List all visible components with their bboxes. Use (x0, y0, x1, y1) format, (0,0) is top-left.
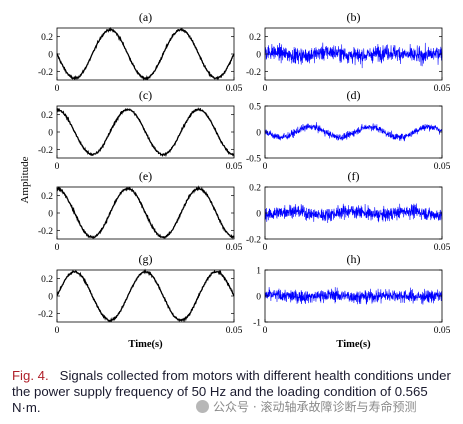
signal-line-f (264, 203, 443, 224)
y-tick-label-h: -1 (253, 319, 261, 329)
signal-line-g (56, 268, 235, 323)
x-tick-label-h: 0 (263, 326, 268, 336)
y-tick-label-e: 0 (48, 210, 53, 220)
y-tick-label-a: 0 (48, 51, 53, 61)
caption-text: Signals collected from motors with diffe… (12, 368, 451, 415)
x-tick-label-b: 0 (263, 84, 268, 94)
panel-title-h: (h) (347, 252, 361, 266)
y-tick-label-f: 0.2 (249, 184, 261, 194)
y-tick-label-g: 0.2 (41, 275, 53, 285)
watermark-text: 公众号 · 滚动轴承故障诊断与寿命预测 (213, 400, 417, 414)
x-tick-label-a: 0.05 (226, 84, 243, 94)
panel-title-b: (b) (347, 10, 361, 24)
x-tick-label-a: 0 (55, 84, 60, 94)
figure-caption: Fig. 4. Signals collected from motors wi… (12, 368, 458, 416)
signal-line-e (56, 185, 235, 239)
y-tick-label-e: 0.2 (41, 192, 53, 202)
y-tick-label-b: 0.2 (249, 33, 261, 43)
signal-line-c (56, 107, 235, 158)
x-tick-label-e: 0.05 (226, 243, 243, 253)
y-axis-label: Amplitude (19, 156, 31, 203)
y-tick-label-f: -0.2 (246, 236, 261, 246)
y-tick-label-c: -0.2 (38, 146, 53, 156)
y-tick-label-d: 0 (256, 129, 261, 139)
y-tick-label-d: 0.5 (249, 103, 261, 113)
y-tick-label-a: -0.2 (38, 68, 53, 78)
x-tick-label-g: 0.05 (226, 326, 243, 336)
x-tick-label-d: 0.05 (434, 162, 451, 172)
x-tick-label-g: 0 (55, 326, 60, 336)
wechat-icon (196, 400, 209, 413)
caption-label: Fig. 4. (12, 368, 49, 383)
signal-line-d (264, 122, 443, 142)
panel-title-c: (c) (139, 88, 152, 102)
x-tick-label-d: 0 (263, 162, 268, 172)
panel-title-a: (a) (139, 10, 152, 24)
y-tick-label-b: -0.2 (246, 68, 261, 78)
x-tick-label-f: 0.05 (434, 243, 451, 253)
figure-panels: Amplitude (a)0.20-0.20 0.05(b)0.20-0.20 0.… (19, 10, 451, 350)
y-tick-label-g: 0 (48, 293, 53, 303)
y-tick-label-h: 0 (256, 293, 261, 303)
x-tick-label-b: 0.05 (434, 84, 451, 94)
panel-title-d: (d) (347, 88, 361, 102)
signal-line-h (264, 287, 443, 305)
y-tick-label-e: -0.2 (38, 227, 53, 237)
y-tick-label-c: 0.2 (41, 111, 53, 121)
panel-title-g: (g) (139, 252, 153, 266)
x-axis-label-h: Time(s) (336, 339, 371, 350)
x-tick-label-f: 0 (263, 243, 268, 253)
y-tick-label-b: 0 (256, 51, 261, 61)
x-tick-label-c: 0 (55, 162, 60, 172)
x-tick-label-e: 0 (55, 243, 60, 253)
watermark: 公众号 · 滚动轴承故障诊断与寿命预测 (196, 398, 416, 415)
y-tick-label-a: 0.2 (41, 33, 53, 43)
y-tick-label-f: 0 (256, 210, 261, 220)
panel-title-e: (e) (139, 169, 152, 183)
signal-line-a (56, 26, 235, 81)
x-axis-label-g: Time(s) (128, 339, 163, 350)
y-tick-label-h: 1 (256, 267, 261, 277)
y-tick-label-g: -0.2 (38, 310, 53, 320)
y-tick-label-d: -0.5 (246, 155, 261, 165)
x-tick-label-c: 0.05 (226, 162, 243, 172)
signal-line-b (264, 42, 443, 69)
panel-title-f: (f) (348, 169, 360, 183)
x-tick-label-h: 0.05 (434, 326, 451, 336)
y-tick-label-c: 0 (48, 129, 53, 139)
